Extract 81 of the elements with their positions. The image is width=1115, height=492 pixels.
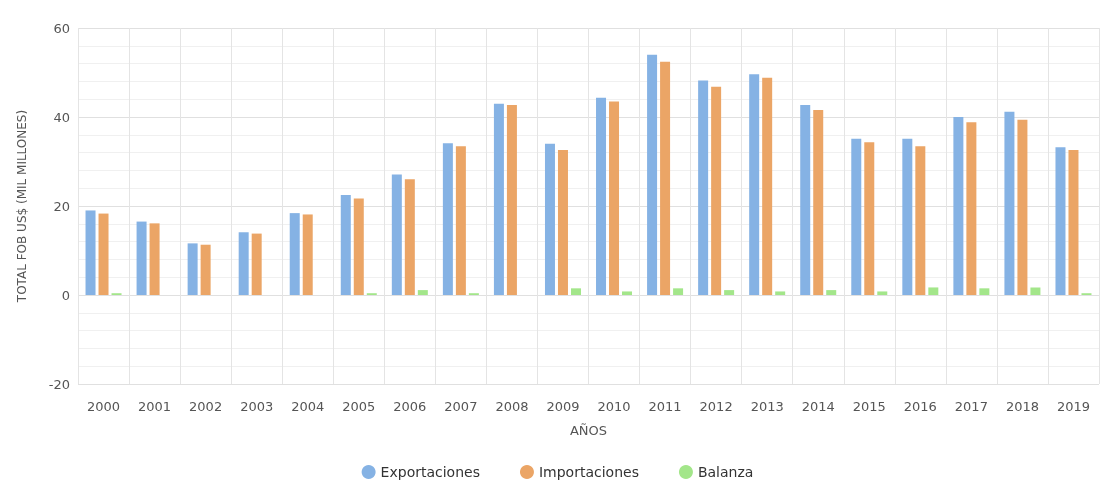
bar: [609, 101, 620, 295]
x-tick-label: 2001: [138, 399, 172, 414]
bar: [813, 109, 824, 295]
y-tick-label: 20: [53, 198, 70, 214]
bar: [673, 288, 684, 295]
x-tick-label: 2002: [189, 399, 223, 414]
x-tick-label: 2005: [342, 399, 376, 414]
bar: [966, 122, 977, 295]
bar: [187, 243, 198, 295]
bar: [302, 214, 313, 295]
x-tick-label: 2003: [240, 399, 274, 414]
x-tick-label: 2011: [648, 399, 682, 414]
x-tick-label: 2019: [1056, 399, 1091, 414]
y-tick-label: -20: [48, 376, 70, 392]
bar: [493, 103, 504, 295]
bar: [724, 290, 735, 295]
bar: [570, 288, 581, 295]
x-tick-label: 2004: [291, 399, 325, 414]
y-tick-label: 40: [53, 109, 70, 125]
bar: [711, 86, 722, 295]
bar: [953, 117, 964, 295]
x-tick-label: 2006: [393, 399, 427, 414]
bar: [200, 244, 211, 295]
bar: [851, 138, 862, 295]
bar: [98, 213, 109, 295]
bar: [455, 146, 466, 295]
bar: [442, 143, 453, 295]
x-tick-label: 2010: [597, 399, 631, 414]
bar: [928, 287, 939, 295]
bar: [557, 149, 568, 295]
bar: [902, 138, 913, 295]
bar: [622, 291, 633, 295]
x-tick-label: 2017: [954, 399, 988, 414]
bar: [915, 146, 926, 295]
bar: [404, 179, 415, 295]
legend-label: Balanza: [697, 464, 754, 480]
bar: [506, 104, 517, 295]
legend-label: Exportaciones: [380, 464, 480, 480]
y-tick-label: 60: [53, 20, 70, 36]
x-tick-label: 2012: [699, 399, 733, 414]
bar: [749, 74, 760, 295]
bar: [136, 221, 147, 295]
bar: [762, 77, 773, 295]
bar: [698, 80, 709, 295]
bar: [289, 213, 300, 295]
bar: [353, 198, 364, 295]
bar: [826, 290, 837, 295]
bar: [1017, 119, 1028, 295]
bar: [340, 194, 351, 295]
bar: [775, 291, 786, 295]
bar: [391, 174, 402, 295]
bar: [979, 288, 990, 295]
x-tick-label: 2015: [852, 399, 886, 414]
bar: [417, 290, 428, 295]
legend-label: Importaciones: [538, 464, 639, 480]
bar: [660, 61, 671, 295]
bar: [864, 142, 875, 295]
x-tick-label: 2000: [86, 399, 121, 414]
bar: [544, 143, 555, 295]
bar: [85, 210, 96, 295]
x-tick-label: 2016: [903, 399, 937, 414]
x-tick-label: 2018: [1005, 399, 1039, 414]
bar: [596, 97, 607, 295]
bar: [1068, 149, 1079, 295]
x-tick-label: 2007: [444, 399, 478, 414]
x-tick-label: 2014: [801, 399, 835, 414]
y-axis-title: TOTAL FOB US$ (MIL MILLONES): [15, 109, 29, 304]
bar: [251, 233, 262, 295]
bar: [1004, 111, 1015, 295]
x-tick-label: 2009: [546, 399, 580, 414]
bar: [1055, 147, 1066, 295]
y-tick-label: 0: [61, 287, 70, 303]
bar: [647, 54, 658, 295]
bar: [877, 291, 888, 295]
x-tick-label: 2013: [750, 399, 784, 414]
bar: [800, 104, 811, 295]
x-axis-title: AÑOS: [569, 423, 608, 438]
bar: [1030, 287, 1041, 295]
x-tick-label: 2008: [495, 399, 529, 414]
bar: [149, 223, 160, 295]
bar: [238, 232, 249, 295]
